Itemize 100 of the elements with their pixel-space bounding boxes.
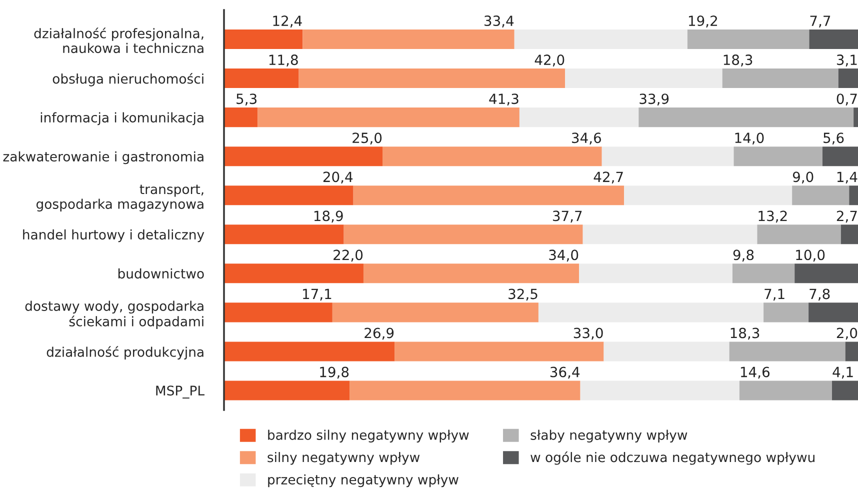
bar (258, 108, 520, 128)
data-label: 42,0 (534, 54, 564, 66)
data-label: 36,4 (550, 366, 580, 379)
bar (344, 224, 583, 244)
y-tick-label: MSP_PL (156, 386, 204, 398)
data-label: 7,1 (764, 288, 784, 301)
bar (579, 264, 732, 284)
bar (224, 224, 344, 244)
bar (732, 264, 795, 284)
data-label: 22,0 (334, 250, 363, 262)
data-label: 2,0 (836, 328, 858, 340)
data-label: 3,1 (836, 54, 857, 66)
legend-label: przeciętny negatywny wpływ (268, 474, 458, 488)
bar (224, 30, 303, 50)
data-label: 32,5 (508, 288, 538, 301)
y-tick-label: działalność produkcyjna (46, 346, 204, 360)
bar (832, 380, 858, 400)
data-label: 41,3 (489, 94, 518, 106)
bar (602, 146, 734, 166)
data-label: 7,8 (810, 288, 830, 301)
bar (394, 342, 604, 362)
data-label: 2,7 (836, 210, 857, 223)
y-tick-label: zakwaterowanie i gastronomia (3, 151, 204, 164)
bar (757, 224, 841, 244)
bar (809, 30, 858, 50)
bar (794, 264, 858, 284)
data-label: 5,6 (824, 132, 844, 145)
data-label: 14,6 (740, 366, 770, 379)
bar (722, 68, 838, 88)
bar (332, 302, 538, 322)
bar (353, 186, 624, 206)
legend-label: w ogóle nie odczuwa negatywnego wpływu (530, 452, 814, 465)
bar (298, 68, 566, 88)
data-label: 10,0 (796, 250, 825, 262)
bar (822, 146, 858, 166)
bar (224, 342, 395, 362)
data-label: 19,2 (688, 16, 717, 28)
bar (739, 380, 832, 400)
data-label: 4,1 (832, 366, 853, 379)
bar (538, 302, 764, 322)
data-label: 14,0 (735, 132, 764, 145)
bar (302, 30, 514, 50)
bar (854, 108, 858, 128)
y-tick-label: budownictwo (118, 268, 204, 279)
bar (224, 146, 382, 166)
bar (638, 108, 854, 128)
bar (845, 342, 858, 362)
bar (224, 380, 350, 400)
bar (519, 108, 639, 128)
bar (514, 30, 688, 50)
y-tick-label: działalność profesjonalna, naukowa i techniczna (34, 28, 204, 54)
data-label: 42,7 (594, 172, 623, 184)
data-label: 9,0 (792, 172, 814, 184)
y-tick-label: obsługa nieruchomości (52, 73, 204, 86)
bar (382, 146, 602, 166)
bar (224, 68, 299, 88)
legend-label: bardzo silny negatywny wpływ (268, 430, 469, 442)
data-label: 11,8 (269, 54, 298, 66)
data-label: 19,8 (320, 366, 349, 379)
bar (729, 342, 846, 362)
y-tick-label: handel hurtowy i detaliczny (23, 229, 204, 242)
data-label: 0,7 (836, 94, 857, 106)
bar (792, 186, 850, 206)
bar (687, 30, 810, 50)
bar (604, 342, 730, 362)
data-label: 17,1 (303, 288, 332, 301)
bar (582, 224, 758, 244)
bar (624, 186, 792, 206)
bar (565, 68, 722, 88)
data-label: 20,4 (323, 172, 353, 184)
y-tick-label: transport, gospodarka magazynowa (36, 184, 204, 212)
data-label: 26,9 (364, 328, 394, 340)
bar (224, 264, 364, 284)
bar (224, 108, 258, 128)
data-label: 12,4 (273, 16, 302, 28)
data-label: 9,8 (733, 250, 754, 262)
y-tick-label: dostawy wody, gospodarka ściekami i odpadami (25, 300, 204, 329)
data-label: 18,3 (724, 54, 752, 66)
bar (840, 224, 858, 244)
data-label: 34,6 (572, 132, 601, 145)
bar (838, 68, 858, 88)
data-label: 13,2 (758, 210, 787, 223)
data-label: 25,0 (352, 132, 382, 145)
bar (224, 186, 354, 206)
bar (363, 264, 580, 284)
bar (580, 380, 740, 400)
data-label: 5,3 (236, 94, 256, 106)
data-label: 37,7 (552, 210, 582, 223)
legend-label: silny negatywny wpływ (268, 452, 420, 465)
legend-label: słaby negatywny wpływ (530, 430, 688, 442)
data-label: 18,9 (314, 210, 343, 223)
data-label: 18,3 (730, 328, 760, 340)
bar (808, 302, 858, 322)
y-tick-label: informacja i komunikacja (40, 112, 204, 126)
bar (764, 302, 809, 322)
data-label: 7,7 (810, 16, 830, 28)
bar (224, 302, 332, 322)
data-label: 33,0 (574, 328, 603, 340)
bar (734, 146, 822, 166)
data-label: 34,0 (549, 250, 578, 262)
